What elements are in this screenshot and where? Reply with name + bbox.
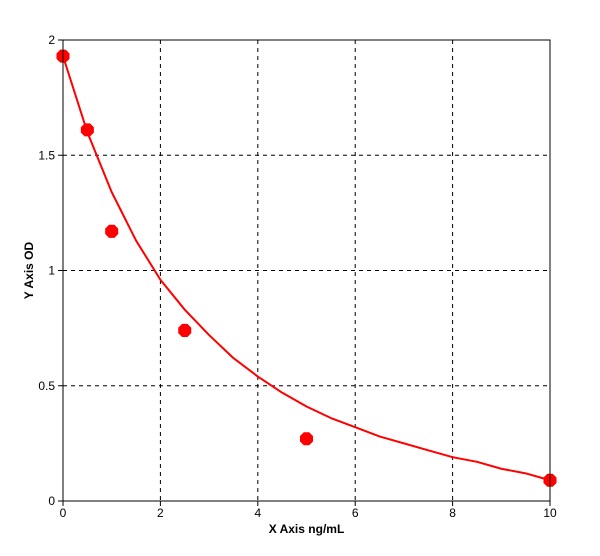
y-tick-label: 2 xyxy=(48,33,55,47)
data-point xyxy=(105,224,119,238)
x-tick-label: 6 xyxy=(352,506,359,520)
y-tick-label: 0.5 xyxy=(38,379,55,393)
points-layer xyxy=(56,49,557,487)
curve-layer xyxy=(62,55,551,482)
data-point xyxy=(80,123,94,137)
fit-curve-line xyxy=(62,55,551,482)
labels-layer: 0 2 4 6 8 10 0 0.5 1 1.5 2 xyxy=(38,33,557,520)
y-axis-title: Y Axis OD xyxy=(22,241,36,299)
x-tick-label: 10 xyxy=(543,506,557,520)
y-tick-label: 1 xyxy=(48,264,55,278)
y-tick-label: 0 xyxy=(48,494,55,508)
x-tick-label: 2 xyxy=(157,506,164,520)
x-tick-label: 8 xyxy=(449,506,456,520)
grid-layer xyxy=(63,40,550,501)
x-tick-label: 4 xyxy=(254,506,261,520)
ticks-layer xyxy=(58,39,551,506)
data-point xyxy=(178,323,192,337)
x-axis-title: X Axis ng/mL xyxy=(269,522,345,536)
x-tick-label: 0 xyxy=(60,506,67,520)
data-point xyxy=(299,432,314,446)
y-tick-label: 1.5 xyxy=(38,148,55,162)
